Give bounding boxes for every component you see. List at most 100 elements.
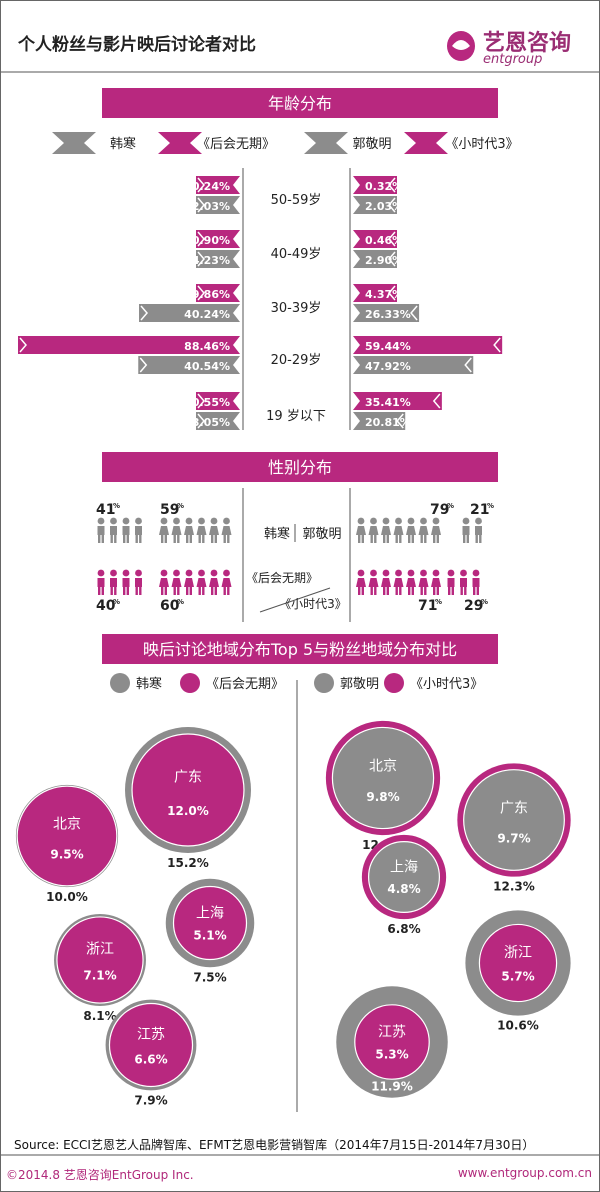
fan-left-male-2-leg2 [126,535,129,543]
bar-left-movie-0-chevron [197,177,205,193]
bar-left-fan-1-chevron [197,251,205,267]
region-legend-guo: 郭敬明 [340,676,379,692]
fan-left-male-1-leg2 [114,535,117,543]
fan-left-female-1-leg2 [177,535,180,543]
pct-fan-left-female-unit: % [177,502,184,510]
bar-left-fan-1-label: 14.23% [184,254,230,267]
bar-left-fan-4 [196,412,240,430]
gender-label-fan-left: 韩寒 [264,526,290,542]
movie-left-male-3-head [135,569,142,577]
fan-left-male-1-head [110,517,117,525]
movie-right-female-1-leg1 [370,587,373,595]
fan-right-female-0-body [356,526,366,535]
movie-left-female-4-leg2 [214,587,217,595]
bar-right-movie-0 [353,176,397,194]
bar-left-movie-3-chevron [19,337,27,353]
movie-left-female-2-body [184,578,194,587]
fan-right-female-2-body [381,526,391,535]
bar-right-fan-3-chevron [464,357,472,373]
movie-left-female-4-head [210,569,218,577]
region-right-2-inner [367,840,441,914]
movie-left-female-0-body [159,578,169,587]
bar-right-movie-2-chevron [388,285,396,301]
bar-left-fan-3-label: 40.54% [184,360,230,373]
pct-fan-left-male-unit: % [113,502,120,510]
fan-right-female-3-head [395,517,402,525]
movie-right-male-1-head [460,569,467,577]
legend-hhwq: 《后会无期》 [197,137,275,152]
fan-left-female-3-head [198,517,205,525]
fan-left-female-2-head [185,517,193,525]
region-left-3-inner [56,916,144,1004]
movie-left-female-1-head [173,569,180,577]
bar-right-fan-4-chevron [396,413,404,429]
region-left-4-inner [108,1002,194,1088]
fan-left-female-0-leg1 [161,535,164,543]
bar-right-fan-2 [353,304,420,322]
age-banner: 年龄分布 [268,94,332,113]
movie-right-female-2-head [382,569,390,577]
region-right-0-inner [331,726,435,830]
movie-right-female-0-leg2 [361,587,364,595]
region-left-2-inner-value: 5.1% [193,928,226,942]
fan-right-female-2-leg2 [386,535,389,543]
region-right-4-name: 江苏 [378,1024,406,1040]
fan-left-female-5-leg2 [227,535,230,543]
fan-right-male-1-leg2 [479,535,482,543]
bar-right-fan-2-label: 26.33% [365,308,411,321]
fan-right-male-0-body [462,526,470,535]
bar-right-movie-3 [353,336,503,354]
fan-right-female-6-head [432,517,440,525]
movie-left-male-3-leg2 [139,587,142,595]
movie-right-female-0-head [357,569,365,577]
bar-left-movie-0 [196,176,240,194]
legend-dot-hanhan [110,673,130,693]
region-left-3-name: 浙江 [86,942,114,958]
movie-right-female-5-leg1 [420,587,423,595]
bar-right-movie-0-chevron [388,177,396,193]
fan-right-male-1-leg1 [475,535,478,543]
movie-right-female-3-head [395,569,402,577]
fan-right-female-2-leg1 [383,535,386,543]
fan-left-male-0-leg1 [98,535,101,543]
region-right-3-inner-value: 5.7% [501,969,534,983]
bar-left-fan-2 [139,304,240,322]
movie-right-female-6-leg1 [433,587,436,595]
fan-left-female-2-leg2 [189,535,192,543]
region-right-1-outer-value: 12.3% [493,880,535,894]
movie-left-male-3-body [135,578,142,587]
movie-right-female-1-leg2 [374,587,377,595]
movie-right-female-0-body [356,578,366,587]
bar-right-movie-0-label: 0.32% [365,180,403,193]
legend-dot-xsd3 [384,673,404,693]
fan-left-male-2-leg1 [123,535,126,543]
fan-left-male-3-head [135,517,142,525]
movie-right-female-3-body [393,578,404,587]
gender-label-fan-right: 郭敬明 [302,526,341,542]
region-right-4-outer-value: 11.9% [371,1079,413,1093]
movie-right-female-2-leg2 [386,587,389,595]
movie-right-male-0-leg1 [448,587,451,595]
movie-right-female-4-body [406,578,416,587]
pct-movie-right-female-unit: % [435,598,442,606]
fan-right-female-0-head [357,517,365,525]
movie-left-female-2-leg2 [189,587,192,595]
bar-left-fan-1 [196,250,240,268]
bar-right-fan-3 [353,356,474,374]
fan-right-female-5-body [418,526,429,535]
logo-icon [447,31,475,61]
pct-fan-left-male: 41 [96,502,115,518]
fan-right-male-0-head [462,517,470,525]
pct-fan-right-female-unit: % [447,502,454,510]
movie-left-male-1-body [110,578,117,587]
fan-left-female-2-leg1 [186,535,189,543]
movie-right-female-5-head [420,569,427,577]
bar-left-movie-2 [196,284,240,302]
age-category-3: 20-29岁 [271,353,322,368]
fan-left-male-2-head [122,517,130,525]
pct-fan-right-male-unit: % [487,502,494,510]
legend-arrow-xsd3 [404,132,448,154]
fan-left-female-3-body [196,526,207,535]
bar-right-movie-2-label: 4.37% [365,288,403,301]
footer-url: www.entgroup.com.cn [457,1166,592,1180]
